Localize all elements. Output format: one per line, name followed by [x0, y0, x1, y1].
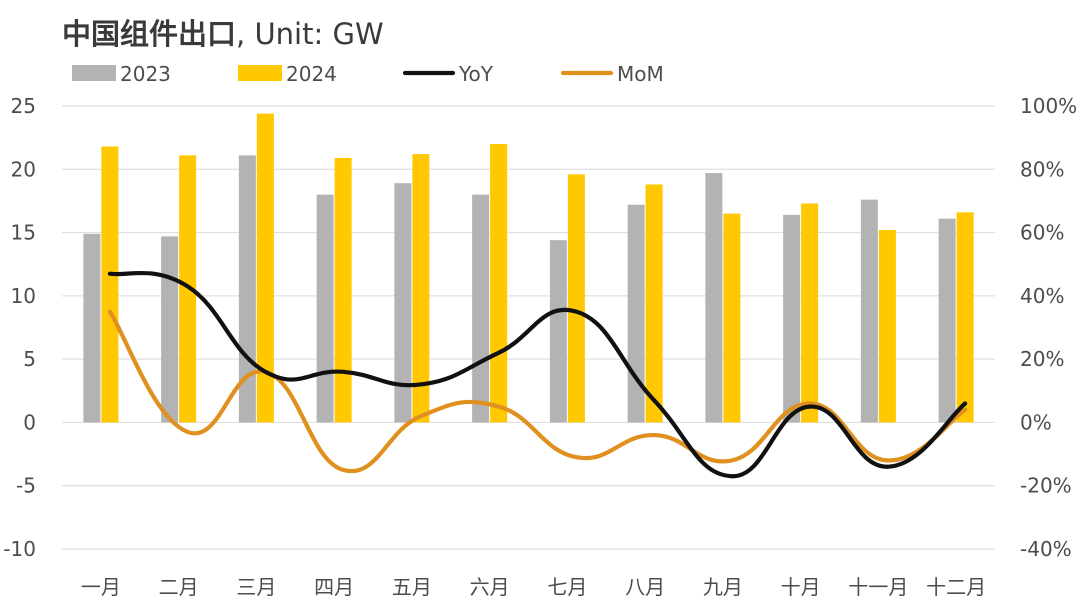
right-tick-label: 60%	[1020, 221, 1064, 245]
left-tick-label: 25	[11, 94, 36, 118]
left-tick-label: 15	[11, 221, 36, 245]
category-label: 十月	[781, 575, 821, 599]
grid	[62, 105, 995, 550]
category-label: 八月	[625, 575, 665, 599]
lines	[107, 270, 968, 479]
bar-2024-4	[412, 154, 430, 423]
right-tick-label: 0%	[1020, 410, 1052, 434]
chart-title: 中国组件出口, Unit: GW	[62, 17, 384, 51]
category-label: 六月	[470, 575, 510, 599]
legend-swatch-2024	[238, 65, 282, 81]
category-label: 二月	[159, 575, 199, 599]
bar-2024-10	[878, 230, 896, 423]
category-label: 一月	[81, 575, 121, 599]
category-label: 九月	[703, 575, 743, 599]
bar-2024-7	[645, 184, 663, 423]
left-tick-label: -5	[16, 474, 36, 498]
bar-2023-3	[316, 194, 334, 423]
bar-2024-11	[956, 212, 974, 423]
bar-2024-8	[723, 213, 741, 423]
left-tick-label: -10	[3, 537, 36, 561]
legend-label-YoY: YoY	[458, 62, 494, 86]
right-tick-label: 100%	[1020, 94, 1077, 118]
legend-label-2024: 2024	[286, 62, 337, 86]
bar-2023-6	[549, 240, 567, 423]
left-tick-label: 10	[11, 284, 36, 308]
bar-2024-1	[179, 155, 197, 423]
bars	[83, 113, 974, 423]
chart-title-unit: , Unit: GW	[236, 17, 384, 51]
bar-2023-4	[394, 183, 412, 423]
category-label: 十一月	[848, 575, 908, 599]
bar-2023-8	[705, 173, 723, 423]
bar-2024-6	[567, 174, 585, 423]
category-axis: 一月 二月 三月 四月 五月 六月 七月 八月 九月 十月 十一月 十二月	[81, 575, 986, 599]
right-tick-label: 20%	[1020, 347, 1064, 371]
legend-label-2023: 2023	[120, 62, 171, 86]
legend-swatch-2023	[72, 65, 116, 81]
bar-2023-7	[627, 204, 645, 423]
line-YoY	[107, 270, 968, 479]
right-tick-label: -40%	[1020, 537, 1072, 561]
legend: 2023 2024 YoY MoM	[72, 62, 664, 86]
bar-2023-10	[860, 199, 878, 423]
bar-2023-5	[472, 194, 490, 423]
right-axis: 100% 80% 60% 40% 20% 0% -20% -40%	[1020, 94, 1077, 561]
left-tick-label: 5	[23, 347, 36, 371]
category-label: 三月	[236, 575, 276, 599]
left-tick-label: 20	[11, 157, 36, 181]
bar-2023-9	[783, 214, 801, 423]
right-tick-label: -20%	[1020, 474, 1072, 498]
left-axis: 25 20 15 10 5 0 -5 -10	[3, 94, 36, 561]
bar-2023-1	[161, 236, 179, 423]
bar-2024-3	[334, 157, 352, 423]
right-tick-label: 40%	[1020, 284, 1064, 308]
category-label: 七月	[547, 575, 587, 599]
bar-2023-0	[83, 233, 101, 423]
left-tick-label: 0	[23, 410, 36, 434]
category-label: 五月	[392, 575, 432, 599]
right-tick-label: 80%	[1020, 157, 1064, 181]
bar-2024-5	[490, 143, 508, 423]
category-label: 十二月	[926, 575, 986, 599]
category-label: 四月	[314, 575, 354, 599]
bar-2024-0	[101, 146, 119, 423]
legend-label-MoM: MoM	[617, 62, 664, 86]
line-MoM	[107, 309, 968, 474]
bar-2024-9	[801, 203, 819, 423]
chart-title-main: 中国组件出口	[62, 17, 236, 51]
bar-2023-11	[938, 218, 956, 423]
bar-2024-2	[256, 113, 274, 423]
